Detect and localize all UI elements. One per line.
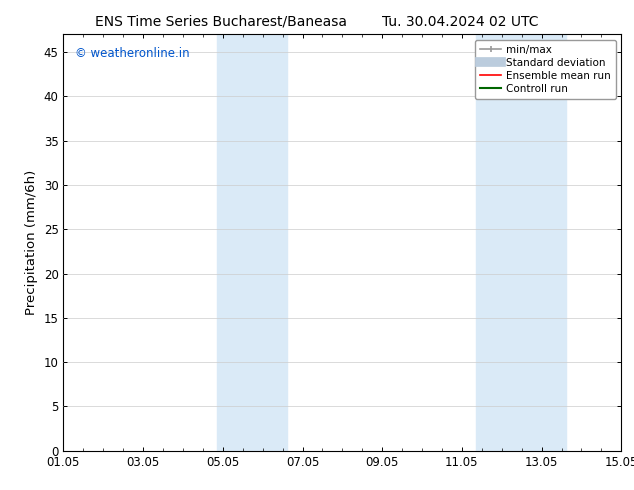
Bar <box>217 34 287 451</box>
Legend: min/max, Standard deviation, Ensemble mean run, Controll run: min/max, Standard deviation, Ensemble me… <box>475 40 616 99</box>
Y-axis label: Precipitation (mm/6h): Precipitation (mm/6h) <box>25 170 38 315</box>
Text: ENS Time Series Bucharest/Baneasa        Tu. 30.04.2024 02 UTC: ENS Time Series Bucharest/Baneasa Tu. 30… <box>95 15 539 29</box>
Bar <box>476 34 566 451</box>
Text: © weatheronline.in: © weatheronline.in <box>75 47 189 60</box>
